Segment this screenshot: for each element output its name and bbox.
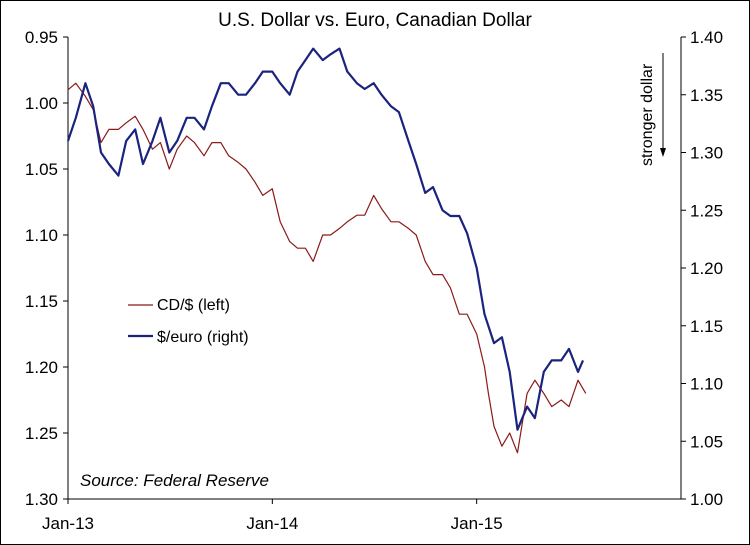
right-y-tick-label: 1.25	[690, 201, 723, 220]
left-y-tick-label: 1.10	[25, 226, 58, 245]
x-ticks: Jan-13 Jan-14 Jan-15	[42, 499, 503, 533]
x-tick-label: Jan-14	[246, 514, 298, 533]
right-y-tick-label: 1.00	[690, 490, 723, 509]
stronger-dollar-annotation: stronger dollar	[639, 53, 666, 166]
down-arrow-icon	[660, 148, 666, 157]
left-y-tick-label: 0.95	[25, 28, 58, 47]
x-tick-label: Jan-13	[42, 514, 94, 533]
chart-title: U.S. Dollar vs. Euro, Canadian Dollar	[218, 10, 532, 31]
left-y-tick-label: 1.05	[25, 160, 58, 179]
left-y-tick-label: 1.30	[25, 490, 58, 509]
left-y-ticks: 0.95 1.00 1.05 1.10 1.15 1.20 1.25 1.30	[25, 28, 68, 509]
right-y-ticks: 1.00 1.05 1.10 1.15 1.20 1.25 1.30 1.35 1.40	[681, 28, 723, 509]
series-line-euro	[66, 47, 585, 431]
legend-label-cd: CD/$ (left)	[157, 297, 230, 314]
source-note: Source: Federal Reserve	[80, 471, 269, 490]
series-line-cd	[67, 82, 587, 454]
left-y-tick-label: 1.25	[25, 424, 58, 443]
right-y-tick-label: 1.10	[690, 375, 723, 394]
legend: CD/$ (left) $/euro (right)	[121, 284, 271, 356]
right-y-tick-label: 1.35	[690, 86, 723, 105]
x-tick-label: Jan-15	[451, 514, 503, 533]
left-y-tick-label: 1.15	[25, 292, 58, 311]
annotation-text: stronger dollar	[639, 63, 656, 166]
legend-box	[121, 284, 271, 356]
right-y-tick-label: 1.15	[690, 317, 723, 336]
right-y-tick-label: 1.30	[690, 144, 723, 163]
right-y-tick-label: 1.40	[690, 28, 723, 47]
series-layer	[66, 47, 587, 454]
right-y-tick-label: 1.05	[690, 432, 723, 451]
left-y-tick-label: 1.00	[25, 94, 58, 113]
right-y-tick-label: 1.20	[690, 259, 723, 278]
left-y-tick-label: 1.20	[25, 358, 58, 377]
legend-label-euro: $/euro (right)	[157, 329, 249, 346]
axes	[67, 37, 682, 500]
